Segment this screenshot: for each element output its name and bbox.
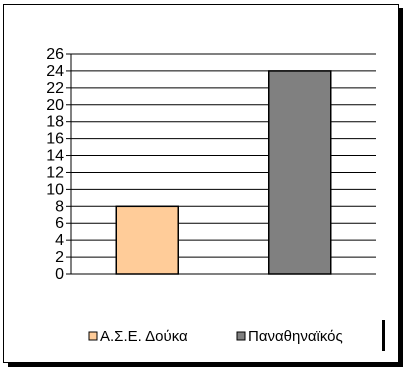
y-tick-label: 24 <box>46 63 64 80</box>
bars <box>115 70 332 275</box>
legend-shadow <box>382 320 385 351</box>
legend-swatch-1 <box>88 331 98 341</box>
bar-2 <box>268 70 332 275</box>
y-tick-label: 22 <box>46 80 64 97</box>
y-tick-label: 18 <box>46 114 64 131</box>
y-tick-label: 8 <box>55 198 64 215</box>
y-tick-label: 4 <box>55 232 64 249</box>
y-tick-label: 0 <box>55 266 64 283</box>
frame-shadow-right <box>399 8 403 367</box>
y-tick-label: 12 <box>46 164 64 181</box>
y-tick-label: 2 <box>55 249 64 266</box>
legend-box <box>78 318 382 349</box>
legend-swatch-2 <box>236 331 246 341</box>
y-tick-label: 20 <box>46 97 64 114</box>
axes <box>66 53 376 275</box>
y-tick-label: 6 <box>55 215 64 232</box>
y-tick-label: 14 <box>46 148 64 165</box>
legend-label-1: Α.Σ.Ε. Δούκα <box>100 328 188 345</box>
y-tick-label: 10 <box>46 181 64 198</box>
bar-1 <box>115 205 179 275</box>
frame-shadow-bottom <box>8 363 403 367</box>
y-tick-label: 16 <box>46 131 64 148</box>
legend: Α.Σ.Ε. Δούκα Παναθηναϊκός <box>78 318 385 351</box>
legend-label-2: Παναθηναϊκός <box>248 328 343 345</box>
y-tick-label: 26 <box>46 46 64 63</box>
chart-frame <box>3 4 399 363</box>
